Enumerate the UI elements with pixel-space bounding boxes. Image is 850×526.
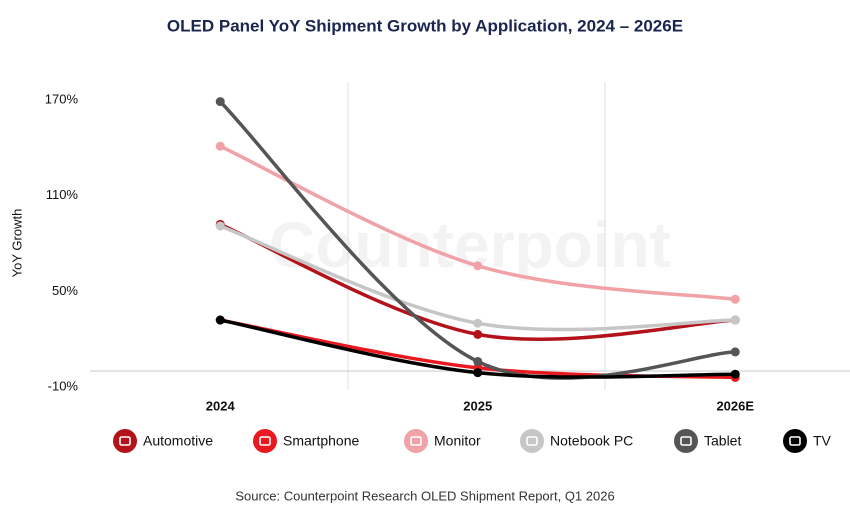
point: [730, 294, 740, 304]
legend-label: Automotive: [143, 433, 213, 449]
legend-icon: [526, 436, 538, 446]
point: [215, 221, 225, 231]
watermark: Counterpoint: [269, 209, 671, 281]
legend-swatch: [404, 429, 428, 453]
point: [215, 315, 225, 325]
point: [473, 261, 483, 271]
legend-label: Tablet: [704, 433, 741, 449]
legend-swatch: [520, 429, 544, 453]
legend-item: Tablet: [674, 429, 741, 453]
x-tick-label: 2025: [463, 398, 492, 413]
point: [215, 141, 225, 151]
y-tick-label: 110%: [46, 187, 79, 202]
y-tick-label: -10%: [48, 378, 79, 393]
source-note: Source: Counterpoint Research OLED Shipm…: [235, 488, 614, 503]
legend-item: Monitor: [404, 429, 481, 453]
legend-swatch: [253, 429, 277, 453]
series-line: [218, 99, 737, 380]
legend-label: Notebook PC: [550, 433, 633, 449]
point: [730, 369, 740, 379]
y-tick-label: 170%: [45, 91, 79, 106]
point: [473, 329, 483, 339]
point: [730, 315, 740, 325]
x-tick-label: 2026E: [716, 398, 754, 413]
chart-title: OLED Panel YoY Shipment Growth by Applic…: [167, 16, 683, 35]
point: [473, 368, 483, 378]
legend-swatch: [113, 429, 137, 453]
legend-item: Smartphone: [253, 429, 359, 453]
legend-swatch: [783, 429, 807, 453]
legend-item: Notebook PC: [520, 429, 633, 453]
legend-label: TV: [813, 433, 832, 449]
point: [473, 318, 483, 328]
legend-item: TV: [783, 429, 832, 453]
legend-label: Monitor: [434, 433, 481, 449]
legend-icon: [789, 436, 801, 446]
legend-label: Smartphone: [283, 433, 359, 449]
legend-item: Automotive: [113, 429, 213, 453]
legend-icon: [119, 436, 131, 446]
point: [215, 97, 225, 107]
x-tick-label: 2024: [206, 398, 236, 413]
point: [473, 356, 483, 366]
legend-icon: [680, 436, 692, 446]
legend-icon: [410, 436, 422, 446]
point: [730, 347, 740, 357]
y-tick-label: 50%: [52, 283, 78, 298]
y-axis-label: YoY Growth: [9, 209, 24, 278]
legend-swatch: [674, 429, 698, 453]
legend-icon: [259, 436, 271, 446]
